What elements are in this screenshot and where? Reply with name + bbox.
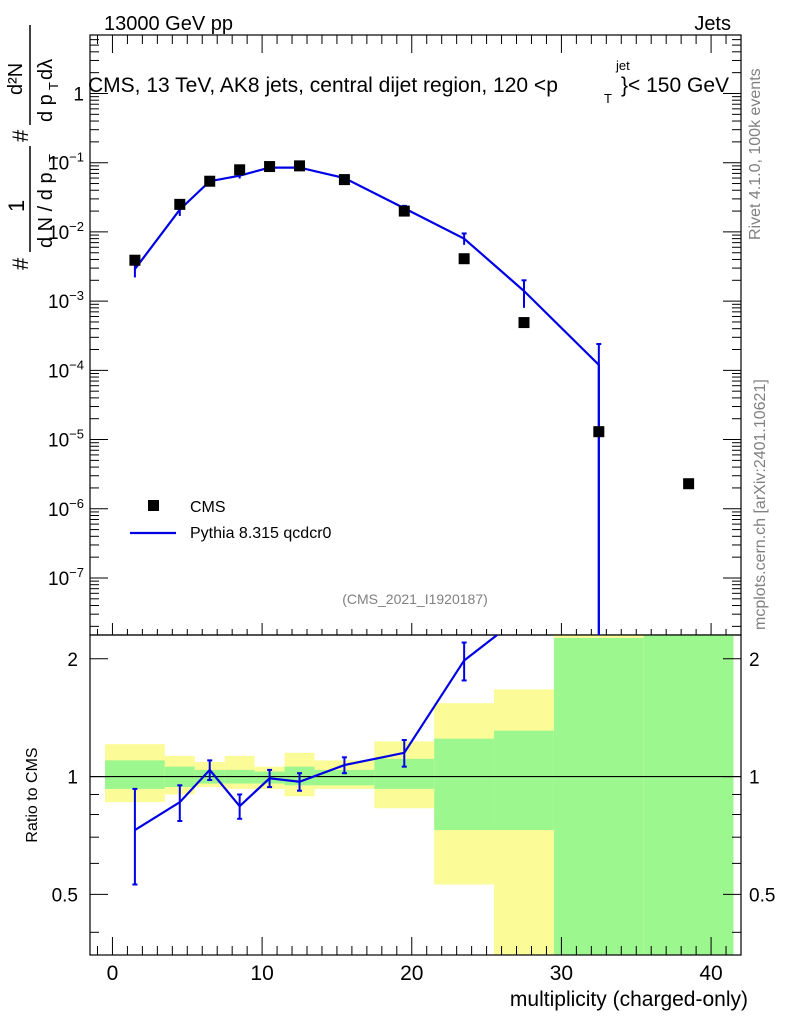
ratio-y-tick-label-right: 0.5: [749, 885, 775, 906]
y-den-dp: d p: [35, 94, 57, 122]
x-tick-label: 0: [107, 962, 119, 985]
legend-pythia-label: Pythia 8.315 qcdcr0: [190, 525, 332, 542]
main-y-tick-label: 10−2: [48, 219, 84, 244]
pythia-ratio-line: [134, 634, 498, 831]
ratio-y-tick-label: 2: [67, 650, 78, 671]
x-tick-label: 10: [250, 962, 273, 985]
cms-data-point: [174, 198, 186, 210]
pythia-line: [134, 166, 600, 635]
ratio-y-label: Ratio to CMS: [24, 747, 41, 842]
y-hash: #: [8, 257, 33, 270]
rivet-version-label: Rivet 4.1.0, 100k events: [747, 68, 764, 240]
cms-data-point: [294, 160, 306, 172]
y-frac-one: 1: [4, 200, 29, 212]
y-frac-den: d N / d p: [35, 172, 57, 248]
main-y-tick-label: 10−6: [48, 496, 84, 521]
category-label: Jets: [694, 13, 731, 35]
ratio-band-inner: [104, 760, 165, 789]
ratio-band-inner: [494, 730, 554, 831]
cms-data-point: [398, 205, 410, 217]
main-y-tick-label: 1: [73, 84, 84, 105]
cms-data-point: [593, 426, 605, 438]
main-axis-ticks: 1 10−1 10−2 10−3 10−4 10−5 10−6 10−7: [48, 34, 741, 627]
cms-data-point: [338, 174, 350, 186]
legend-cms-label: CMS: [190, 499, 226, 516]
x-tick-label: 30: [550, 962, 573, 985]
cms-data-point: [234, 164, 246, 176]
y-frac-den-sub: T: [46, 154, 61, 162]
x-tick-label: 40: [699, 962, 722, 985]
title-sub: T: [604, 91, 612, 106]
y-den-dp-sub: T: [46, 82, 61, 90]
title-prefix: CMS, 13 TeV, AK8 jets, central dijet reg…: [88, 74, 558, 97]
ratio-y-tick-label: 0.5: [52, 885, 78, 906]
title-suffix: }< 150 GeV: [621, 74, 729, 97]
cms-data-point: [458, 253, 470, 265]
main-y-tick-label: 10−4: [48, 357, 84, 382]
mcplots-label: mcplots.cern.ch [arXiv:2401.10621]: [752, 379, 769, 630]
x-tick-label: 20: [400, 962, 423, 985]
cms-data-point: [204, 175, 216, 187]
title-sup: jet: [615, 58, 630, 73]
legend-cms-marker: [148, 500, 159, 511]
cms-data-point: [518, 317, 530, 329]
cms-data-point: [683, 478, 695, 490]
analysis-id: (CMS_2021_I1920187): [342, 591, 488, 607]
y-den-dl: dλ: [35, 59, 57, 80]
ratio-y-tick-label: 1: [67, 768, 78, 789]
ratio-bands: [90, 635, 741, 955]
ratio-band-inner: [553, 637, 644, 955]
ratio-y-tick-label-right: 2: [749, 650, 760, 671]
x-axis-ticks: 0 10 20 30 40: [96, 35, 742, 985]
ratio-axis-ticks: 0.5 0.5 1 1 2 2: [52, 650, 775, 933]
main-y-tick-label: 10−5: [48, 427, 84, 452]
ratio-plot-frame: [89, 634, 742, 956]
ratio-band-inner: [643, 635, 734, 955]
main-series: [129, 160, 695, 635]
ratio-band-inner: [434, 738, 495, 831]
main-y-axis-label: # 1 d N / d p T # d²N d p T dλ: [4, 25, 61, 270]
plot-title: CMS, 13 TeV, AK8 jets, central dijet reg…: [88, 58, 729, 106]
main-y-tick-label: 10−1: [48, 150, 84, 175]
cms-data-point: [129, 254, 141, 266]
legend: CMS Pythia 8.315 qcdcr0: [130, 499, 332, 542]
y-hash-2: #: [8, 129, 33, 142]
cms-data-point: [264, 161, 276, 173]
energy-label: 13000 GeV pp: [104, 13, 233, 35]
main-y-tick-label: 10−7: [48, 565, 84, 590]
main-plot-frame: [89, 34, 742, 636]
x-axis-label: multiplicity (charged-only): [510, 988, 748, 1011]
y-num-d2n: d²N: [5, 63, 27, 95]
ratio-y-tick-label-right: 1: [749, 768, 760, 789]
ratio-band-inner: [314, 769, 375, 786]
ratio-series: [132, 634, 498, 886]
main-y-tick-label: 10−3: [48, 288, 84, 313]
